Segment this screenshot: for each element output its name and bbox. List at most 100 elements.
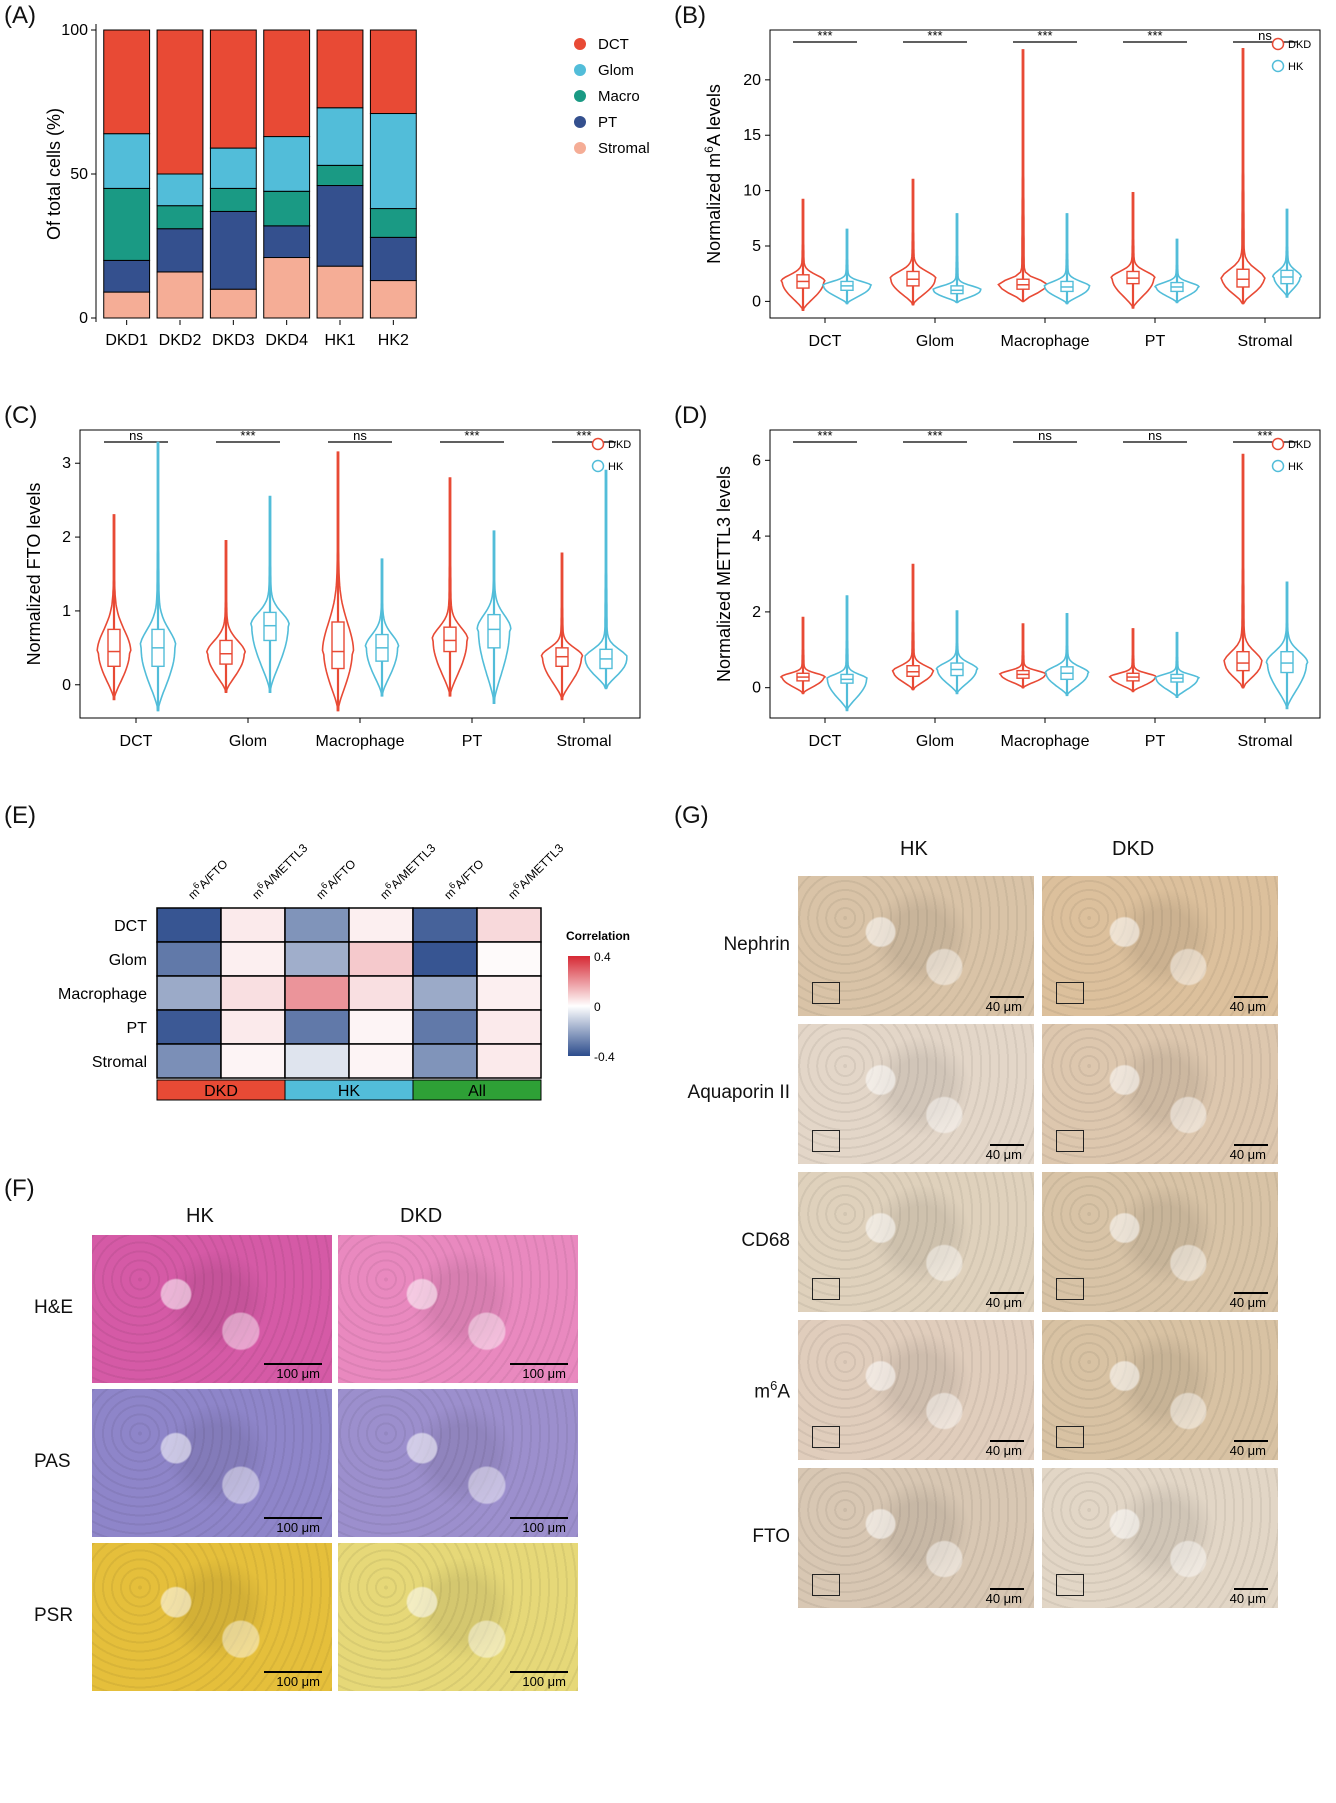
e-cell-Glom-0 xyxy=(156,941,222,977)
a-bar-HK2-Glom xyxy=(369,113,417,210)
d-ytick-label-0: 0 xyxy=(752,680,761,697)
e-col-label-0: m6A/FTO xyxy=(184,855,231,902)
d-sig-1: *** xyxy=(927,428,942,443)
a-bar-HK1-PT xyxy=(316,185,364,267)
g-dkd-2: 40 μm xyxy=(1042,1172,1278,1312)
d-sig-2: ns xyxy=(1038,428,1052,443)
b-ytick-label-3: 15 xyxy=(743,127,761,144)
c-xtick-label-0: DCT xyxy=(120,733,153,750)
b-ylabel: Normalized m6A levels xyxy=(702,84,724,264)
d-ytick-label-1: 2 xyxy=(752,604,761,621)
e-cell-DCT-3 xyxy=(348,907,414,943)
a-bar-DKD3-DCT xyxy=(209,29,257,149)
f-dkd-0-scale-label: 100 μm xyxy=(522,1366,566,1381)
g-row-label-2: CD68 xyxy=(741,1230,790,1251)
f-hk-0-scale-label: 100 μm xyxy=(276,1366,320,1381)
f-col-label-hk: HK xyxy=(186,1205,214,1227)
f-dkd-2-scale-bar xyxy=(510,1671,568,1673)
e-cell-Macrophage-4 xyxy=(412,975,478,1011)
d-box-Stromal-HK xyxy=(1280,650,1294,674)
g-dkd-4-scale-bar xyxy=(1234,1588,1268,1590)
c-legend-label-HK: HK xyxy=(608,461,624,473)
f-dkd-0: 100 μm xyxy=(338,1235,578,1383)
a-xtick-label-0: DKD1 xyxy=(105,332,148,349)
b-legend-swatch-DKD xyxy=(1271,37,1285,51)
b-xtick-label-4: Stromal xyxy=(1237,333,1292,350)
a-bar-DKD4-Glom xyxy=(263,136,311,192)
c-box-Macrophage-DKD xyxy=(331,621,345,670)
f-row-label-0: H&E xyxy=(34,1297,74,1318)
chart-a-stacked-bar: 0 50 100 DKD1 DKD2 DKD3 DKD4 HK1 HK2 Of total cel… xyxy=(44,22,650,349)
b-xtick-label-3: PT xyxy=(1145,333,1166,350)
a-bar-DKD4-Macro xyxy=(263,190,311,227)
a-bar-DKD2-Macro xyxy=(156,205,204,230)
g-hk-0: 40 μm xyxy=(798,876,1034,1016)
f-hk-0: 100 μm xyxy=(92,1235,332,1383)
e-col-label-3: m6A/METTL3 xyxy=(376,839,439,902)
g-hk-0-inset-box xyxy=(812,982,840,1004)
a-xtick-label-4: HK1 xyxy=(324,332,355,349)
g-dkd-3: 40 μm xyxy=(1042,1320,1278,1460)
c-sig-2: ns xyxy=(353,428,367,443)
d-box-Glom-DKD xyxy=(906,665,920,678)
g-dkd-1-scale-label: 40 μm xyxy=(1229,1147,1266,1162)
g-dkd-1-scale-bar xyxy=(1234,1144,1268,1146)
e-cell-PT-5 xyxy=(476,1009,542,1045)
d-ytick-label-3: 6 xyxy=(752,452,761,469)
panel-label-d: (D) xyxy=(674,402,708,429)
a-legend-label-PT: PT xyxy=(598,114,617,131)
f-hk-2: 100 μm xyxy=(92,1543,332,1691)
a-bar-DKD3-Stromal xyxy=(209,288,257,319)
c-legend-swatch-HK xyxy=(591,459,605,473)
g-dkd-4-scale-label: 40 μm xyxy=(1229,1591,1266,1606)
e-row-label-Stromal: Stromal xyxy=(92,1054,147,1071)
g-hk-2-scale-label: 40 μm xyxy=(985,1295,1022,1310)
b-ytick-label-2: 10 xyxy=(743,183,761,200)
e-cell-Glom-2 xyxy=(284,941,350,977)
g-row-label-1: Aquaporin II xyxy=(687,1082,790,1103)
a-legend-label-Glom: Glom xyxy=(598,62,634,79)
a-legend-swatch-Stromal xyxy=(574,142,586,154)
b-ytick-label-1: 5 xyxy=(752,238,761,255)
chart-e-heatmap: m6A/FTOm6A/METTL3m6A/FTOm6A/METTL3m6A/FT… xyxy=(58,839,630,1101)
a-bar-HK1-Glom xyxy=(316,107,364,166)
panel-label-c: (C) xyxy=(4,402,38,429)
panel-label-a: (A) xyxy=(4,2,36,29)
g-dkd-2-scale-label: 40 μm xyxy=(1229,1295,1266,1310)
b-xtick-label-2: Macrophage xyxy=(1001,333,1090,350)
e-legend-tick-1: 0 xyxy=(594,1000,601,1014)
g-dkd-1: 40 μm xyxy=(1042,1024,1278,1164)
e-cell-Stromal-2 xyxy=(284,1043,350,1079)
g-hk-0-scale-label: 40 μm xyxy=(985,999,1022,1014)
a-xtick-label-2: DKD3 xyxy=(212,332,255,349)
c-legend-swatch-DKD xyxy=(591,437,605,451)
c-box-Glom-DKD xyxy=(219,639,233,665)
g-dkd-3-scale-label: 40 μm xyxy=(1229,1443,1266,1458)
a-bar-HK1-Macro xyxy=(316,164,364,187)
g-dkd-0: 40 μm xyxy=(1042,876,1278,1016)
d-ylabel: Normalized METTL3 levels xyxy=(714,466,734,682)
d-legend-swatch-HK xyxy=(1271,459,1285,473)
d-xtick-label-3: PT xyxy=(1145,733,1166,750)
e-group-label-DKD: DKD xyxy=(204,1083,238,1100)
e-cell-Glom-5 xyxy=(476,941,542,977)
c-sig-3: *** xyxy=(464,428,479,443)
g-dkd-0-inset-box xyxy=(1056,982,1084,1004)
a-xtick-label-3: DKD4 xyxy=(265,332,308,349)
b-legend-swatch-HK xyxy=(1271,59,1285,73)
g-hk-4-scale-bar xyxy=(990,1588,1024,1590)
a-legend-swatch-Glom xyxy=(574,64,586,76)
d-sig-4: *** xyxy=(1257,428,1272,443)
g-hk-1-scale-bar xyxy=(990,1144,1024,1146)
g-col-label-hk: HK xyxy=(900,838,928,860)
d-box-Stromal-DKD xyxy=(1236,650,1250,672)
d-legend-label-HK: HK xyxy=(1288,461,1304,473)
c-sig-4: *** xyxy=(576,428,591,443)
e-cell-Stromal-0 xyxy=(156,1043,222,1079)
e-row-label-Glom: Glom xyxy=(109,952,147,969)
a-legend-label-DCT: DCT xyxy=(598,36,629,53)
b-legend-label-DKD: DKD xyxy=(1288,39,1311,51)
e-group-label-All: All xyxy=(468,1083,486,1100)
e-row-label-DCT: DCT xyxy=(114,918,147,935)
b-sig-0: *** xyxy=(817,28,832,43)
